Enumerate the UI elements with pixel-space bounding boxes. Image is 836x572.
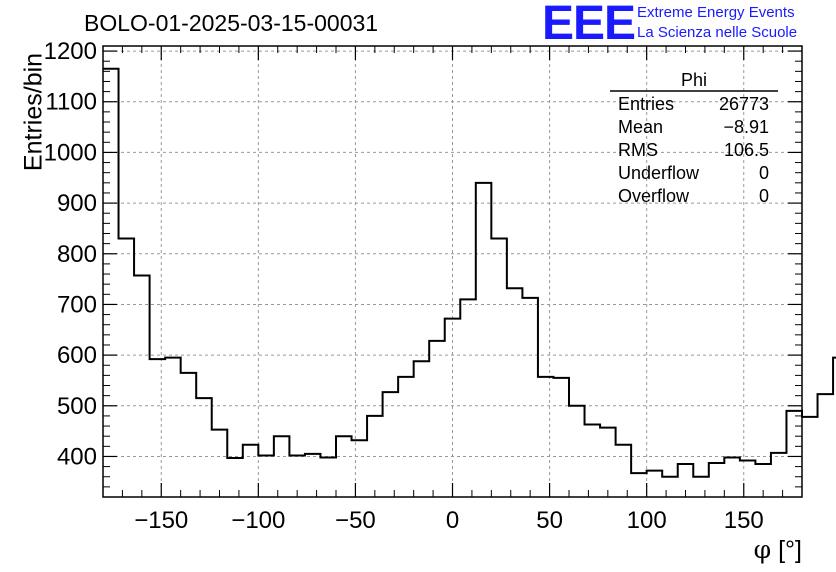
stats-title: Phi	[681, 70, 707, 90]
stats-value-overflow: 0	[759, 186, 769, 206]
stats-value-entries: 26773	[719, 94, 769, 114]
y-tick-label: 900	[57, 190, 97, 217]
eee-logo: EEE	[542, 0, 636, 50]
x-tick-label: 50	[536, 507, 563, 534]
x-tick-label: −150	[134, 507, 188, 534]
stats-value-mean: −8.91	[723, 117, 769, 137]
tick-labels: −150 −100 −50 0 50 100 150 400 500 600 700 800 900 10…	[44, 38, 764, 534]
stats-label-rms: RMS	[618, 140, 658, 160]
histogram-step-line	[103, 67, 836, 478]
y-tick-label: 700	[57, 291, 97, 318]
logo-text-line-1: Extreme Energy Events	[637, 4, 795, 21]
x-tick-label: 150	[724, 507, 764, 534]
stats-label-mean: Mean	[618, 117, 663, 137]
y-tick-label: 500	[57, 393, 97, 420]
logo-text-line-2: La Scienza nelle Scuole	[637, 24, 798, 41]
y-tick-label: 600	[57, 342, 97, 369]
x-tick-label: −100	[231, 507, 285, 534]
y-axis-label: Entries/bin	[19, 52, 48, 172]
y-tick-label: 1100	[45, 89, 97, 116]
grid-lines	[103, 46, 802, 497]
y-tick-label: 800	[57, 241, 97, 268]
stats-value-rms: 106.5	[724, 140, 769, 160]
y-tick-label: 1200	[44, 38, 97, 65]
axis-ticks	[103, 46, 802, 497]
stats-label-entries: Entries	[618, 94, 674, 114]
x-axis-symbol: φ	[753, 535, 772, 564]
x-tick-label: 0	[446, 507, 459, 534]
stats-box: Phi Entries 26773 Mean −8.91 RMS 106.5 U…	[610, 70, 778, 206]
stats-label-overflow: Overflow	[618, 186, 690, 206]
x-axis-unit: [°]	[771, 536, 802, 564]
y-tick-label: 400	[57, 443, 97, 470]
plot-title: BOLO-01-2025-03-15-00031	[84, 10, 379, 36]
x-tick-label: 100	[627, 507, 667, 534]
stats-value-underflow: 0	[759, 163, 769, 183]
x-axis-label: φ [°]	[754, 535, 802, 565]
stats-label-underflow: Underflow	[618, 163, 700, 183]
y-tick-label: 1000	[44, 139, 97, 166]
x-tick-label: −50	[335, 507, 376, 534]
